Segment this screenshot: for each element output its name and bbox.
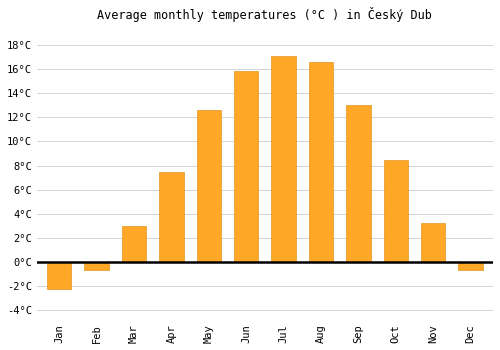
Bar bbox=[84, 262, 109, 270]
Bar bbox=[384, 160, 408, 262]
Bar bbox=[272, 56, 296, 262]
Bar bbox=[421, 223, 446, 262]
Bar bbox=[122, 226, 146, 262]
Bar bbox=[47, 262, 72, 289]
Bar bbox=[458, 262, 483, 270]
Title: Average monthly temperatures (°C ) in Český Dub: Average monthly temperatures (°C ) in Če… bbox=[98, 7, 432, 22]
Bar bbox=[346, 105, 370, 262]
Bar bbox=[309, 62, 333, 262]
Bar bbox=[196, 110, 221, 262]
Bar bbox=[160, 172, 184, 262]
Bar bbox=[234, 71, 258, 262]
